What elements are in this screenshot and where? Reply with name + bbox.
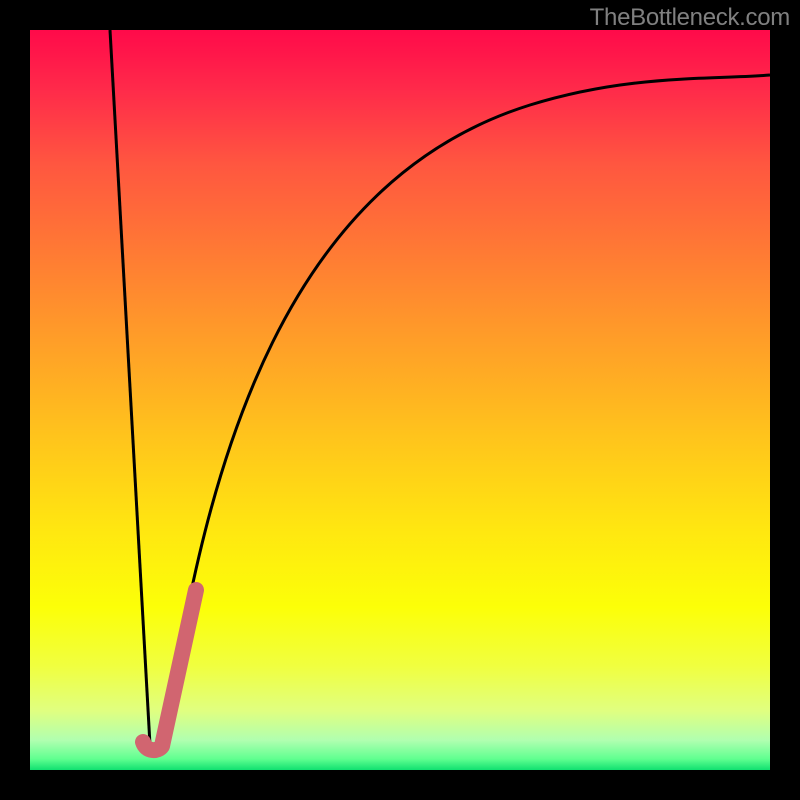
- watermark-label: TheBottleneck.com: [590, 4, 790, 32]
- chart-container: TheBottleneck.com: [0, 0, 800, 800]
- chart-svg: [30, 30, 770, 770]
- gradient-background: [30, 30, 770, 770]
- plot-area: [30, 30, 770, 770]
